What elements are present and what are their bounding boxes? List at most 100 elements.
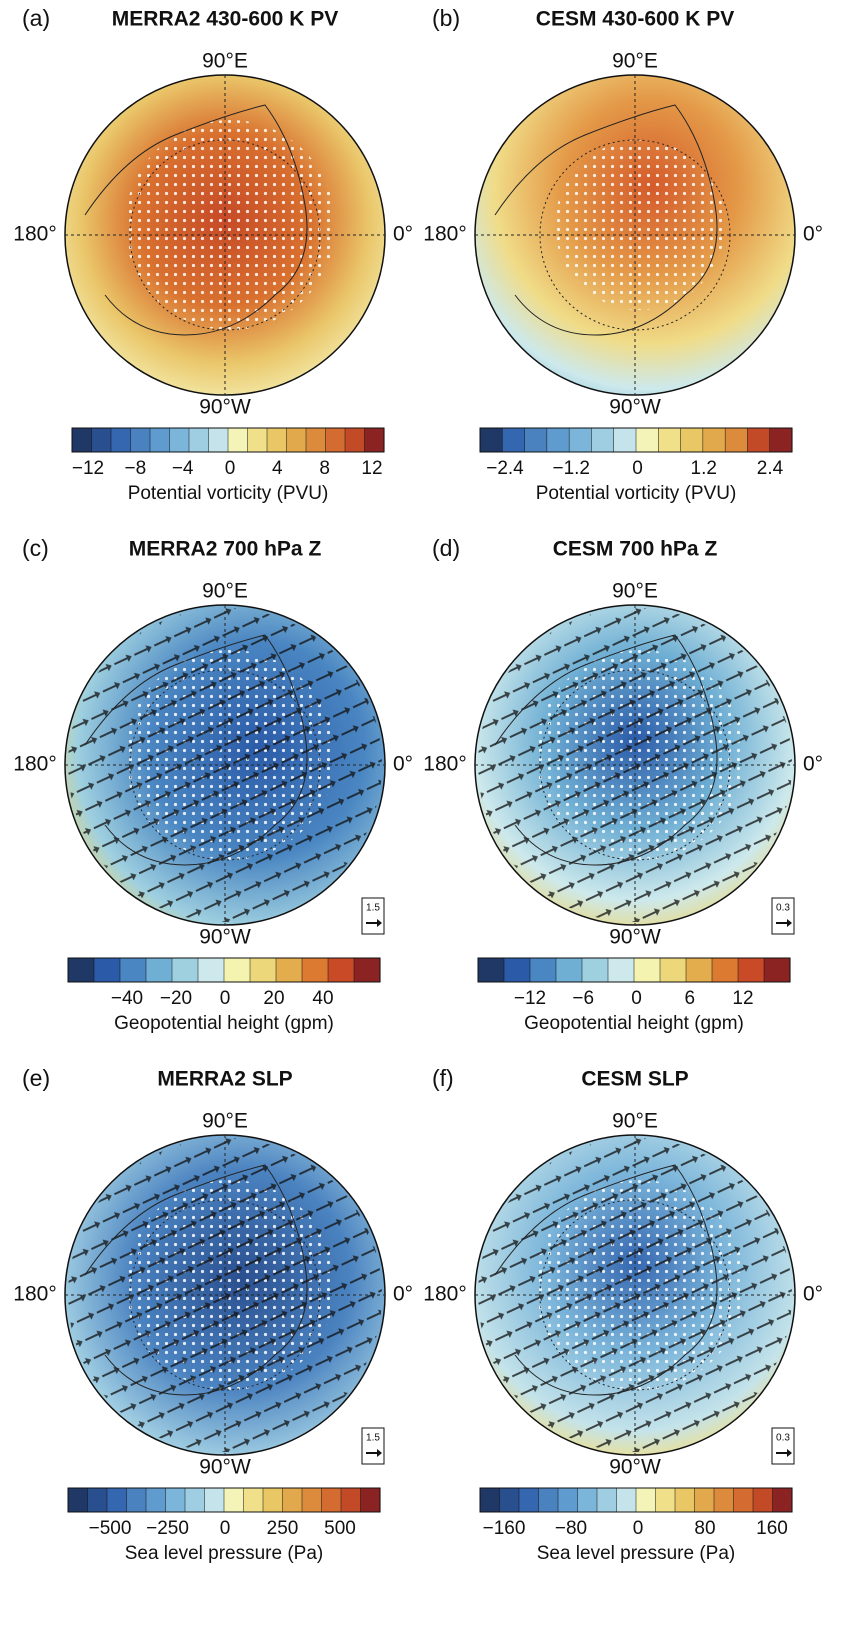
- wind-vectors: [478, 608, 792, 922]
- colorbar-swatch: [674, 1487, 696, 1513]
- colorbar-tick-label: −160: [483, 1518, 526, 1539]
- panel-title: CESM 700 hPa Z: [553, 538, 718, 561]
- colorbar-swatch: [321, 1487, 342, 1513]
- colorbar-swatch: [724, 427, 748, 453]
- colorbar-tick-label: 8: [319, 458, 330, 479]
- axis-label-left: 180°: [423, 753, 466, 776]
- panel-title: MERRA2 SLP: [157, 1068, 292, 1091]
- colorbar-swatch: [658, 427, 682, 453]
- wind-vectors: [478, 1138, 792, 1452]
- coastline: [494, 634, 718, 866]
- panel-title: MERRA2 430-600 K PV: [112, 8, 338, 31]
- colorbar-swatch: [67, 957, 95, 983]
- colorbar-tick-label: −1.2: [552, 458, 590, 479]
- colorbar-swatch: [568, 427, 592, 453]
- colorbar-tick-label: −6: [572, 988, 594, 1009]
- colorbar-swatch: [502, 427, 526, 453]
- colorbar-swatch: [503, 957, 531, 983]
- panel-label: (a): [22, 5, 50, 31]
- colorbar-label: Potential vorticity (PVU): [536, 483, 737, 504]
- colorbar-swatch: [529, 957, 557, 983]
- colorbar-swatch: [635, 427, 659, 453]
- axis-label-right: 0°: [803, 1283, 823, 1306]
- colorbar-swatch: [680, 427, 704, 453]
- axis-label-right: 0°: [803, 753, 823, 776]
- colorbar-swatch: [518, 1487, 540, 1513]
- coastline: [494, 104, 718, 336]
- colorbar-tick-label: −500: [89, 1518, 132, 1539]
- colorbar-swatch: [93, 957, 121, 983]
- colorbar-swatch: [591, 427, 615, 453]
- colorbar-tick-label: 0: [220, 988, 231, 1009]
- panel: (f) CESM SLP 90°E 90°W 180° 0° 0.3 −160 −80 0 80 16…: [423, 1065, 823, 1564]
- panel-label: (c): [22, 535, 49, 561]
- axis-label-left: 180°: [13, 223, 56, 246]
- colorbar-swatch: [581, 957, 609, 983]
- colorbar-tick-label: 500: [324, 1518, 356, 1539]
- stippling: [125, 120, 335, 330]
- colorbar-swatch: [577, 1487, 598, 1513]
- colorbar-swatch: [694, 1487, 715, 1513]
- axis-label-bottom: 90°W: [199, 1456, 251, 1479]
- colorbar-swatch: [752, 1487, 774, 1513]
- colorbar-swatch: [165, 1487, 186, 1513]
- colorbar-swatch: [702, 427, 726, 453]
- axis-label-right: 0°: [393, 753, 413, 776]
- colorbar-tick-label: −4: [172, 458, 194, 479]
- colorbar-tick-label: −2.4: [486, 458, 524, 479]
- colorbar-tick-label: −40: [111, 988, 143, 1009]
- coastline: [84, 104, 308, 336]
- axis-label-top: 90°E: [612, 50, 658, 73]
- colorbar-swatch: [479, 1487, 501, 1513]
- colorbar-swatch: [633, 957, 661, 983]
- axis-label-top: 90°E: [202, 580, 248, 603]
- colorbar-tick-label: 80: [694, 1518, 715, 1539]
- axis-label-left: 180°: [423, 223, 466, 246]
- axis-label-bottom: 90°W: [199, 396, 251, 419]
- colorbar-swatch: [557, 1487, 579, 1513]
- colorbar-label: Geopotential height (gpm): [114, 1013, 334, 1034]
- colorbar-swatch: [282, 1487, 303, 1513]
- colorbar-swatch: [247, 427, 268, 453]
- colorbar-swatch: [711, 957, 739, 983]
- colorbar-swatch: [305, 427, 327, 453]
- vector-scale-head: [787, 1449, 792, 1457]
- axis-label-top: 90°E: [202, 1110, 248, 1133]
- colorbar-frame: [479, 427, 793, 453]
- colorbar-tick-label: 0: [225, 458, 236, 479]
- colorbar-tick-label: 1.2: [691, 458, 717, 479]
- colorbar-tick-label: −12: [72, 458, 104, 479]
- colorbar-swatch: [223, 1487, 245, 1513]
- colorbar-tick-label: 0: [631, 988, 642, 1009]
- panel-label: (b): [432, 5, 460, 31]
- panel-label: (f): [432, 1065, 454, 1091]
- panel: (c) MERRA2 700 hPa Z 90°E 90°W 180° 0° 1.5 −40−…: [13, 535, 413, 1034]
- colorbar-swatch: [737, 957, 765, 983]
- axis-label-right: 0°: [393, 223, 413, 246]
- vector-scale-head: [787, 919, 792, 927]
- colorbar-tick-label: −80: [555, 1518, 587, 1539]
- colorbar-swatch: [110, 427, 132, 453]
- colorbar-tick-label: 0: [632, 458, 643, 479]
- colorbar-swatch: [184, 1487, 206, 1513]
- vector-scale-head: [377, 1449, 382, 1457]
- colorbar-swatch: [149, 427, 171, 453]
- colorbar-swatch: [477, 957, 505, 983]
- colorbar-swatch: [616, 1487, 637, 1513]
- colorbar-swatch: [546, 427, 570, 453]
- colorbar-tick-label: 0: [633, 1518, 644, 1539]
- colorbar-tick-label: 40: [312, 988, 333, 1009]
- colorbar-swatch: [227, 427, 249, 453]
- axis-label-top: 90°E: [612, 1110, 658, 1133]
- colorbar-swatch: [286, 427, 307, 453]
- panel-title: MERRA2 700 hPa Z: [129, 538, 322, 561]
- colorbar-swatch: [130, 427, 151, 453]
- colorbar-swatch: [344, 427, 366, 453]
- axis-label-left: 180°: [13, 1283, 56, 1306]
- colorbar-swatch: [747, 427, 771, 453]
- colorbar-frame: [67, 1487, 381, 1513]
- colorbar-frame: [477, 957, 791, 983]
- colorbar-swatch: [262, 1487, 284, 1513]
- vector-scale-label: 1.5: [366, 903, 380, 914]
